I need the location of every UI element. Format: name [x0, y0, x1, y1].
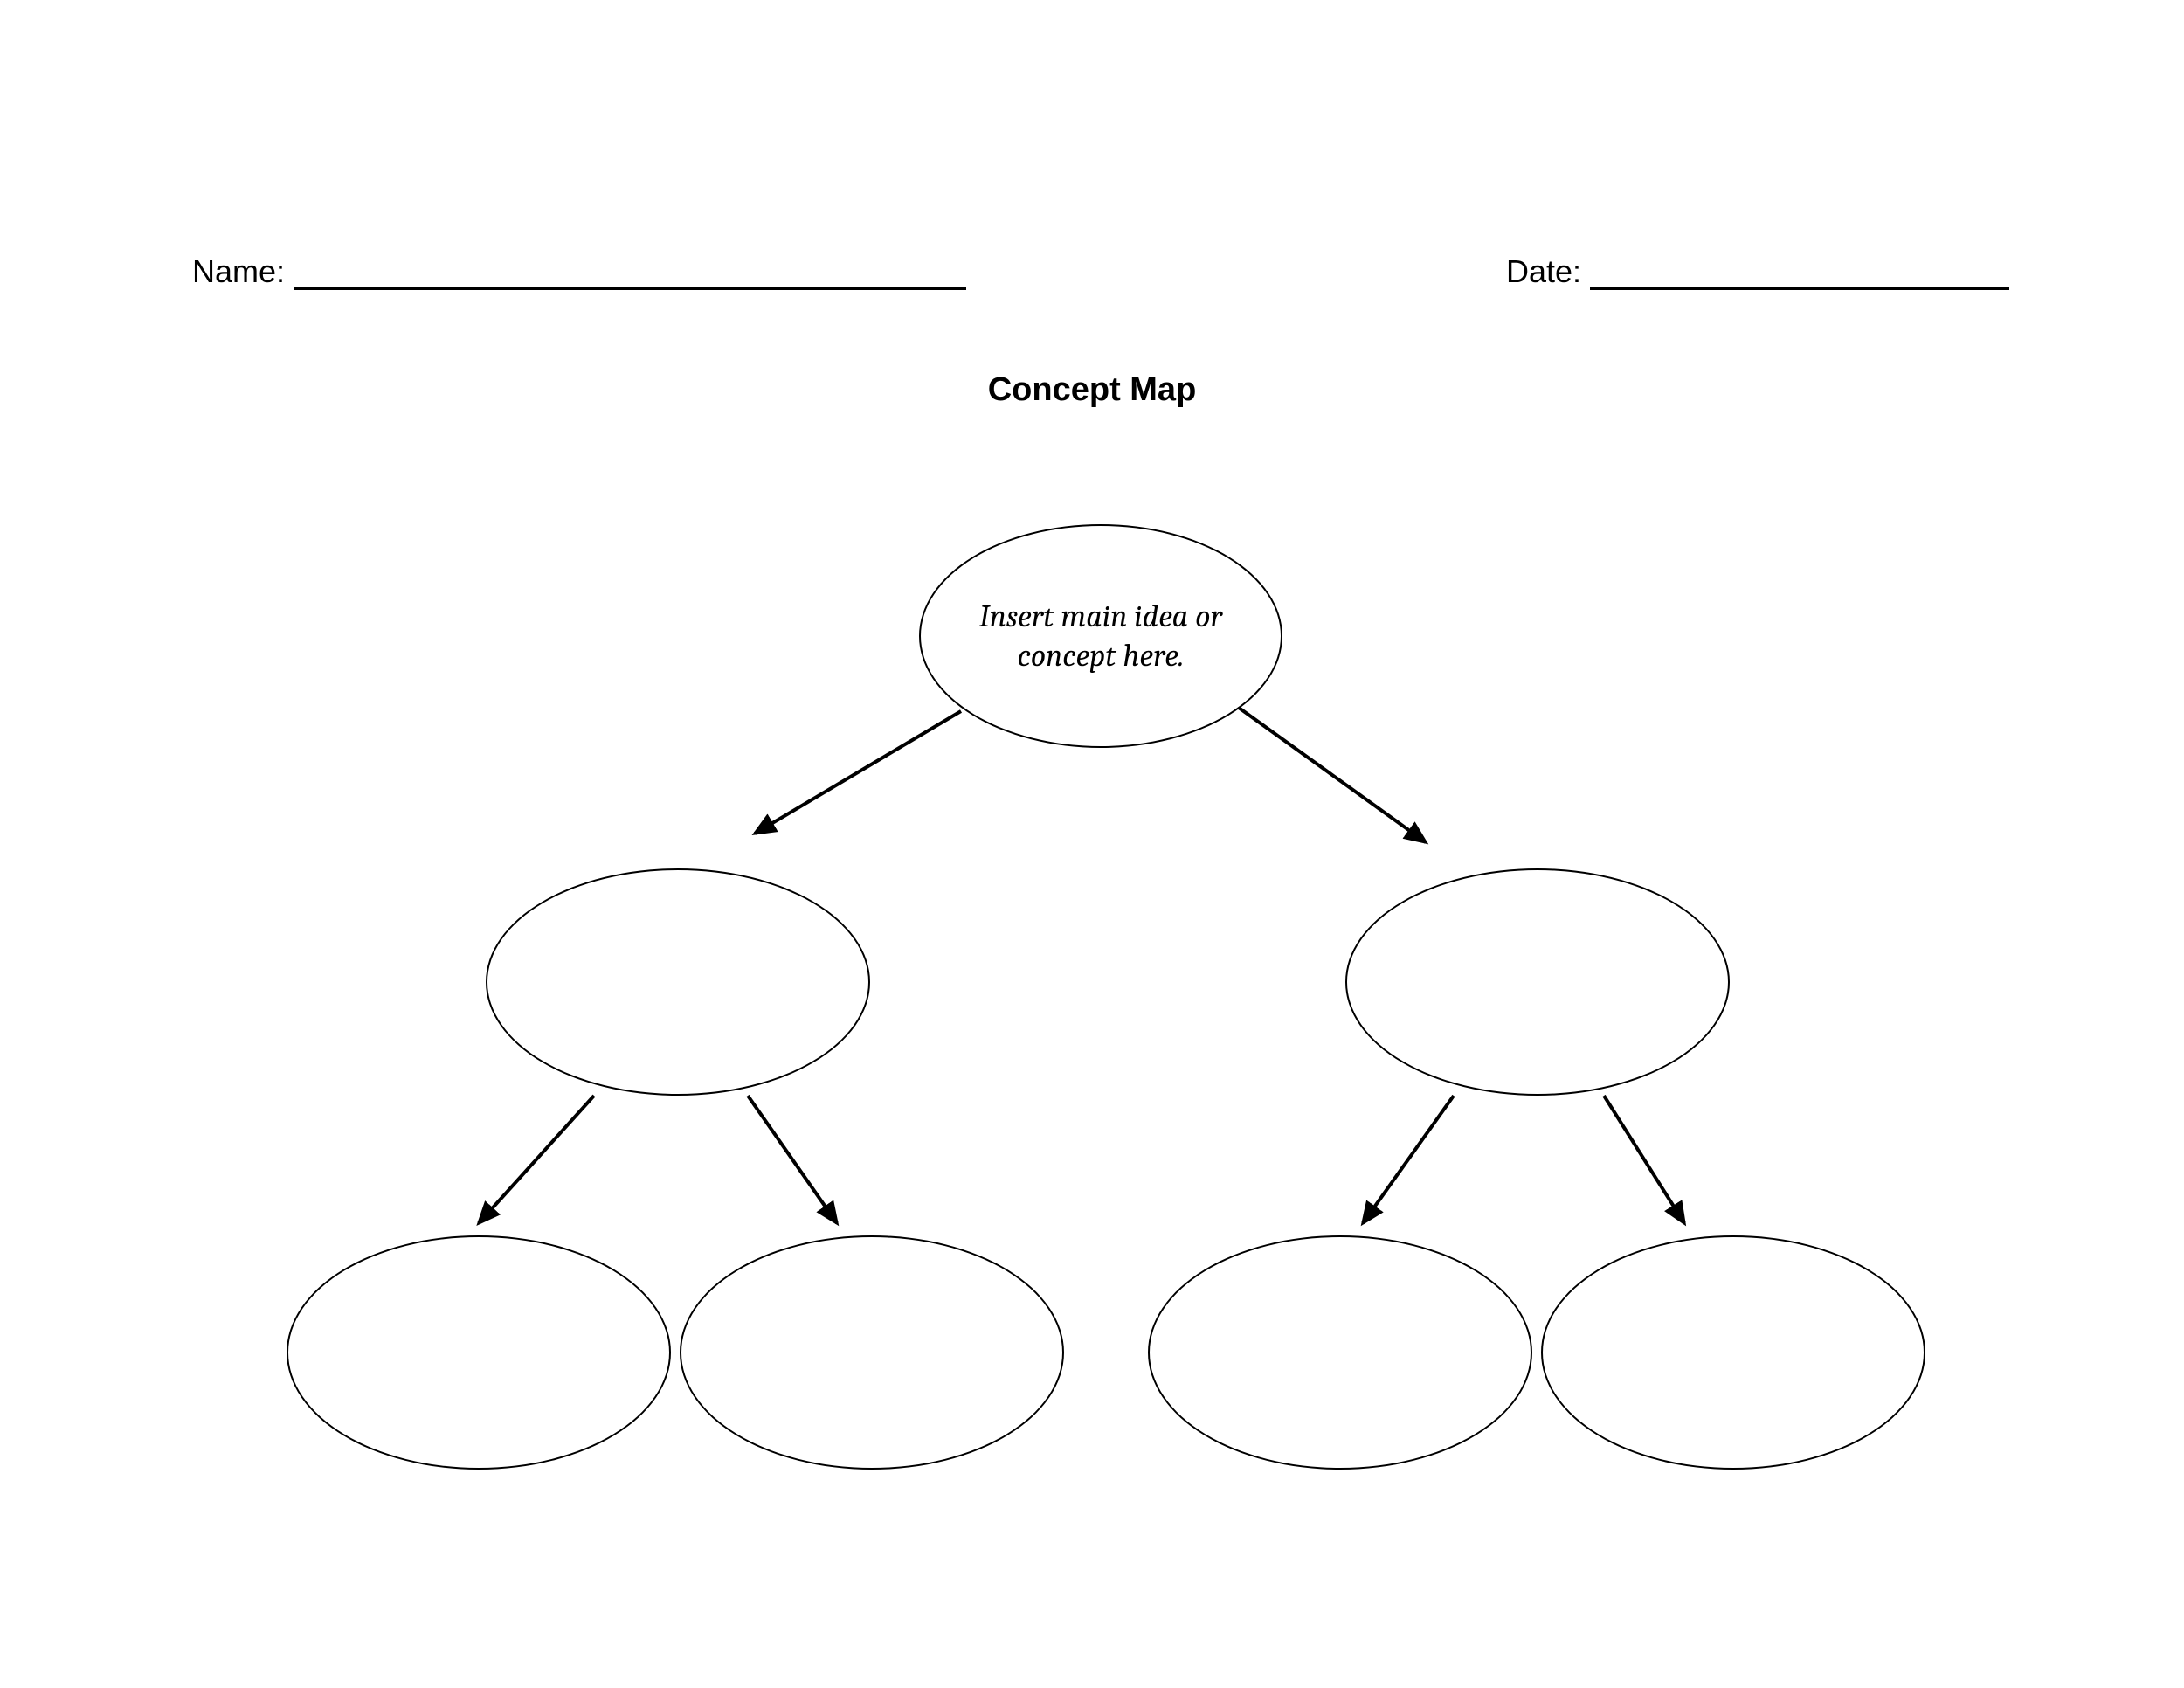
child-node[interactable]: [1345, 868, 1730, 1096]
diagram-edge: [479, 1096, 594, 1223]
diagram-edge: [748, 1096, 837, 1223]
child-node[interactable]: [486, 868, 870, 1096]
name-field-group: Name:: [192, 253, 966, 290]
child-node[interactable]: [1541, 1235, 1925, 1470]
diagram-edge: [1604, 1096, 1684, 1223]
name-input-line[interactable]: [294, 259, 966, 290]
page-title: Concept Map: [0, 371, 2184, 409]
diagram-edge: [1363, 1096, 1454, 1223]
date-label: Date:: [1506, 253, 1581, 290]
child-node[interactable]: [1148, 1235, 1532, 1470]
child-node[interactable]: [680, 1235, 1064, 1470]
child-node[interactable]: [287, 1235, 671, 1470]
concept-map-diagram: Insert main idea or concept here.: [0, 524, 2184, 1573]
date-field-group: Date:: [1506, 253, 2009, 290]
date-input-line[interactable]: [1590, 259, 2009, 290]
diagram-edge: [755, 711, 961, 834]
diagram-edge: [1239, 708, 1426, 842]
header-row: Name: Date:: [192, 253, 2009, 290]
node-label: Insert main idea or concept here.: [921, 579, 1281, 693]
name-label: Name:: [192, 253, 285, 290]
root-node[interactable]: Insert main idea or concept here.: [919, 524, 1282, 748]
